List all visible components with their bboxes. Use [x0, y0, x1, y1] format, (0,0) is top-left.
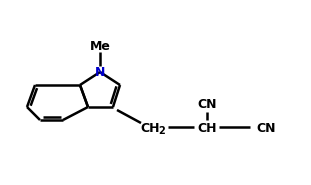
Text: CN: CN — [197, 97, 217, 110]
Text: CH: CH — [140, 122, 160, 134]
Text: CN: CN — [256, 122, 276, 134]
Text: 2: 2 — [159, 126, 165, 136]
Text: N: N — [95, 65, 105, 78]
Text: CH: CH — [197, 122, 217, 134]
Text: Me: Me — [90, 40, 110, 53]
